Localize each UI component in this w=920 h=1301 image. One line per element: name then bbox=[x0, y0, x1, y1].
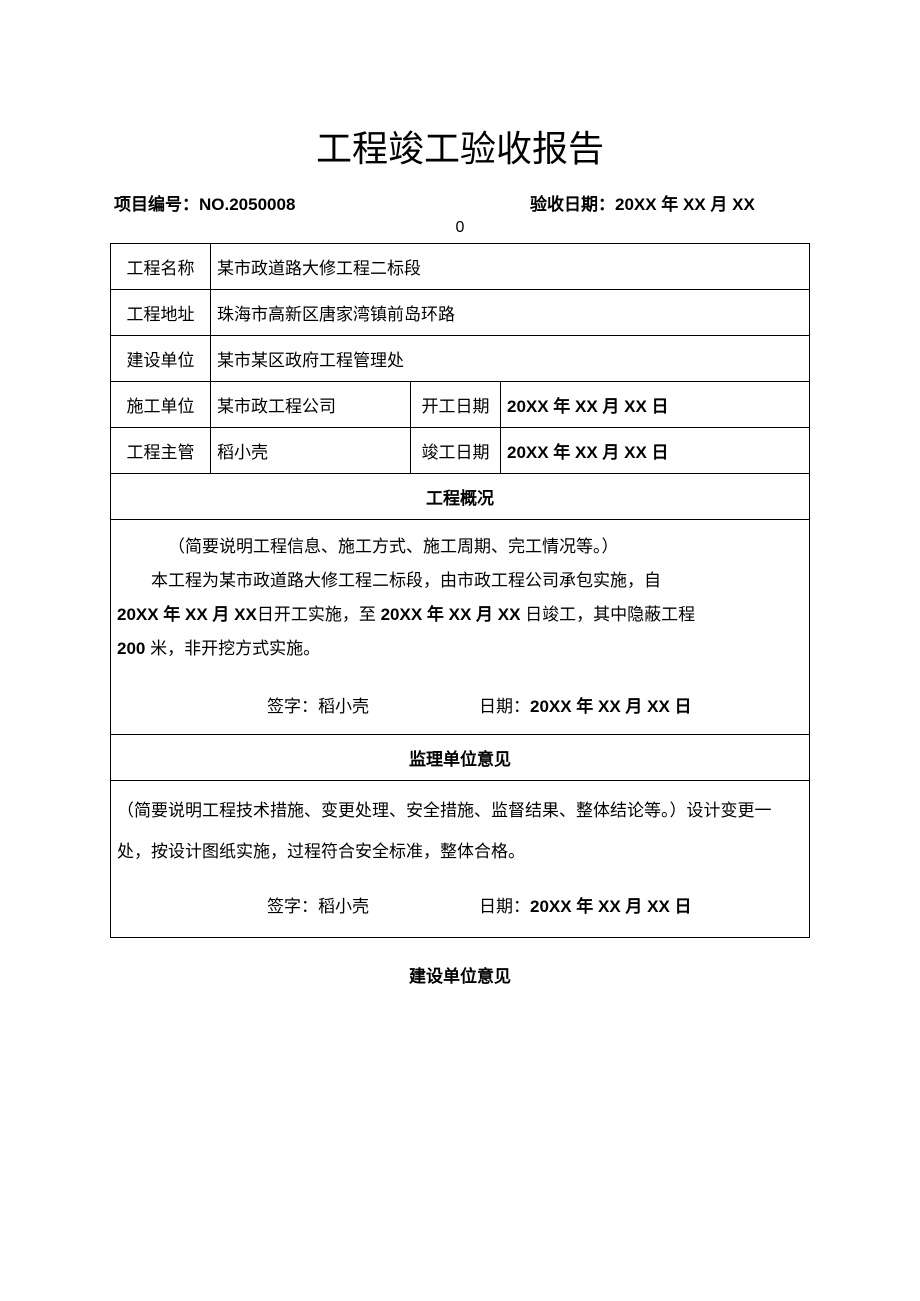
overview-signature: 签字：稻小壳 bbox=[267, 690, 369, 724]
table-row: 工程地址 珠海市高新区唐家湾镇前岛环路 bbox=[111, 290, 810, 336]
supervisor-opinion-header: 监理单位意见 bbox=[111, 735, 810, 781]
overview-line: 20XX 年 XX 月 XX日开工实施，至 20XX 年 XX 月 XX 日竣工… bbox=[117, 605, 695, 624]
supervisor-signature-row: 签字：稻小壳 日期：20XX 年 XX 月 XX 日 bbox=[117, 887, 803, 928]
supervisor-signature-date: 日期：20XX 年 XX 月 XX 日 bbox=[479, 887, 692, 928]
overview-line: 本工程为某市政道路大修工程二标段，由市政工程公司承包实施，自 bbox=[117, 564, 803, 598]
acceptance-date-label: 验收日期： bbox=[530, 195, 615, 214]
project-number-label: 项目编号： bbox=[114, 195, 199, 214]
contractor-value: 某市政工程公司 bbox=[211, 382, 411, 428]
table-row: （简要说明工程技术措施、变更处理、安全措施、监督结果、整体结论等。）设计变更一处… bbox=[111, 781, 810, 938]
page-marker: 0 bbox=[110, 219, 810, 237]
end-date-value: 20XX 年 XX 月 XX 日 bbox=[501, 428, 810, 474]
project-name-label: 工程名称 bbox=[111, 244, 211, 290]
overview-hint: （简要说明工程信息、施工方式、施工周期、完工情况等。） bbox=[117, 530, 803, 564]
supervisor-label: 工程主管 bbox=[111, 428, 211, 474]
acceptance-date-value: 20XX 年 XX 月 XX bbox=[615, 195, 755, 214]
table-row: （简要说明工程信息、施工方式、施工周期、完工情况等。） 本工程为某市政道路大修工… bbox=[111, 520, 810, 735]
table-row: 施工单位 某市政工程公司 开工日期 20XX 年 XX 月 XX 日 bbox=[111, 382, 810, 428]
table-row: 监理单位意见 bbox=[111, 735, 810, 781]
table-row: 建设单位 某市某区政府工程管理处 bbox=[111, 336, 810, 382]
overview-text-seg: 米，非开挖方式实施。 bbox=[150, 639, 320, 658]
supervisor-date-label: 日期： bbox=[479, 897, 530, 916]
start-date-label: 开工日期 bbox=[411, 382, 501, 428]
overview-text: （简要说明工程信息、施工方式、施工周期、完工情况等。） 本工程为某市政道路大修工… bbox=[117, 530, 803, 666]
overview-date-label: 日期： bbox=[479, 697, 530, 716]
overview-line: 200 米，非开挖方式实施。 bbox=[117, 639, 320, 658]
overview-signature-row: 签字：稻小壳 日期：20XX 年 XX 月 XX 日 bbox=[117, 690, 803, 724]
table-row: 工程名称 某市政道路大修工程二标段 bbox=[111, 244, 810, 290]
overview-date-start: 20XX 年 XX 月 XX bbox=[117, 605, 257, 624]
table-row: 工程概况 bbox=[111, 474, 810, 520]
supervisor-date-value: 20XX 年 XX 月 XX 日 bbox=[530, 897, 692, 916]
document-title: 工程竣工验收报告 bbox=[110, 120, 810, 172]
project-address-value: 珠海市高新区唐家湾镇前岛环路 bbox=[211, 290, 810, 336]
project-name-value: 某市政道路大修工程二标段 bbox=[211, 244, 810, 290]
overview-section-header: 工程概况 bbox=[111, 474, 810, 520]
overview-section-body: （简要说明工程信息、施工方式、施工周期、完工情况等。） 本工程为某市政道路大修工… bbox=[111, 520, 810, 735]
project-number: 项目编号：NO.2050008 bbox=[114, 190, 390, 215]
table-row: 工程主管 稻小壳 竣工日期 20XX 年 XX 月 XX 日 bbox=[111, 428, 810, 474]
supervisor-value: 稻小壳 bbox=[211, 428, 411, 474]
project-address-label: 工程地址 bbox=[111, 290, 211, 336]
construction-opinion-header: 建设单位意见 bbox=[110, 962, 810, 987]
supervisor-opinion-body: （简要说明工程技术措施、变更处理、安全措施、监督结果、整体结论等。）设计变更一处… bbox=[111, 781, 810, 938]
supervisor-signature: 签字：稻小壳 bbox=[267, 887, 369, 928]
overview-date-end: 20XX 年 XX 月 XX bbox=[376, 605, 525, 624]
overview-text-seg: 日开工实施，至 bbox=[257, 605, 376, 624]
contractor-label: 施工单位 bbox=[111, 382, 211, 428]
overview-length: 200 bbox=[117, 639, 150, 658]
build-unit-label: 建设单位 bbox=[111, 336, 211, 382]
start-date-value: 20XX 年 XX 月 XX 日 bbox=[501, 382, 810, 428]
supervisor-opinion-text: （简要说明工程技术措施、变更处理、安全措施、监督结果、整体结论等。）设计变更一处… bbox=[117, 791, 803, 873]
main-table: 工程名称 某市政道路大修工程二标段 工程地址 珠海市高新区唐家湾镇前岛环路 建设… bbox=[110, 243, 810, 938]
build-unit-value: 某市某区政府工程管理处 bbox=[211, 336, 810, 382]
overview-text-seg: 日竣工，其中隐蔽工程 bbox=[525, 605, 695, 624]
overview-date-value: 20XX 年 XX 月 XX 日 bbox=[530, 697, 692, 716]
end-date-label: 竣工日期 bbox=[411, 428, 501, 474]
header-meta-row: 项目编号：NO.2050008 验收日期：20XX 年 XX 月 XX bbox=[110, 190, 810, 215]
overview-signature-date: 日期：20XX 年 XX 月 XX 日 bbox=[479, 690, 692, 724]
acceptance-date: 验收日期：20XX 年 XX 月 XX bbox=[390, 190, 806, 215]
project-number-value: NO.2050008 bbox=[199, 195, 295, 214]
